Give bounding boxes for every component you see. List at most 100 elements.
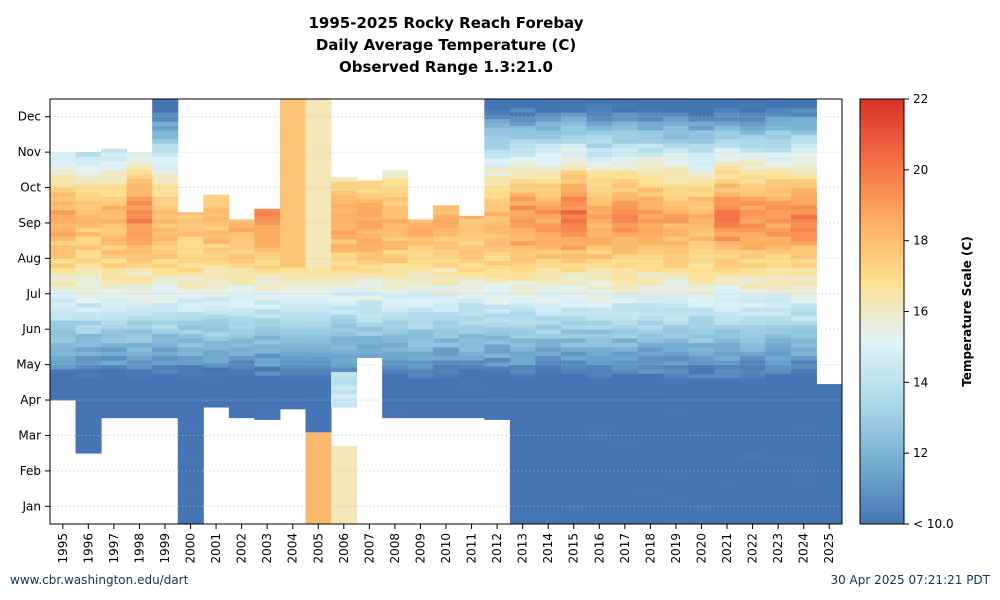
cell-1997 — [101, 311, 128, 317]
cell-2022 — [739, 276, 766, 281]
cell-1996 — [75, 178, 102, 184]
cell-2011 — [458, 231, 485, 237]
cell-2025 — [816, 444, 843, 450]
cell-2000 — [177, 342, 204, 348]
cell-2020 — [688, 107, 715, 113]
cell-2006 — [331, 345, 358, 350]
cell-2011 — [458, 320, 485, 326]
cell-2014 — [535, 360, 562, 366]
x-tick-label-1999: 1999 — [158, 533, 172, 564]
cell-2024 — [790, 501, 817, 507]
cell-2005 — [305, 303, 332, 309]
cell-2004 — [279, 156, 306, 162]
cell-2021 — [714, 470, 741, 476]
cell-2018 — [637, 435, 664, 441]
cell-2003 — [254, 229, 281, 234]
cell-2022 — [739, 262, 766, 268]
cell-2012 — [484, 295, 511, 301]
cell-2017 — [612, 280, 639, 286]
cell-2025 — [816, 462, 843, 467]
cell-2004 — [279, 134, 306, 140]
cell-2023 — [765, 515, 792, 520]
cell-2000 — [177, 276, 204, 281]
cell-2004 — [279, 346, 306, 352]
cell-2003 — [254, 361, 281, 367]
cell-2014 — [535, 298, 562, 304]
cell-2010 — [433, 302, 460, 308]
cell-1995 — [50, 236, 77, 242]
cell-1999 — [152, 267, 179, 273]
cell-2003 — [254, 317, 281, 323]
cell-2025 — [816, 501, 843, 507]
cell-2015 — [560, 227, 588, 233]
cell-2011 — [458, 377, 485, 383]
cell-2019 — [663, 422, 690, 428]
cell-2015 — [560, 253, 588, 259]
cell-2015 — [560, 236, 588, 242]
cell-2020 — [688, 395, 715, 401]
cell-2021 — [714, 501, 741, 507]
cell-2022 — [739, 382, 766, 388]
cell-2019 — [663, 369, 690, 374]
cell-2020 — [688, 338, 715, 343]
cell-2024 — [790, 408, 817, 414]
cell-2024 — [790, 214, 817, 219]
cell-2006 — [331, 340, 358, 346]
cell-2001 — [203, 327, 230, 333]
cell-2013 — [509, 488, 536, 494]
cell-2017 — [612, 302, 639, 308]
x-tick-label-2021: 2021 — [720, 533, 734, 564]
cell-1996 — [75, 355, 102, 361]
cell-2002 — [228, 302, 255, 308]
cell-2018 — [637, 320, 664, 326]
y-tick-label-Jun: Jun — [21, 322, 41, 336]
cell-2021 — [714, 187, 741, 193]
cell-2013 — [509, 116, 536, 122]
cell-2022 — [739, 284, 766, 290]
cell-2014 — [535, 373, 562, 379]
cell-2002 — [228, 276, 255, 281]
colorbar-tick-label-20: 20 — [913, 163, 928, 177]
cell-1999 — [152, 355, 179, 361]
cell-2008 — [382, 324, 409, 330]
cell-2004 — [279, 293, 306, 299]
cell-2013 — [509, 218, 536, 224]
cell-2021 — [714, 271, 741, 277]
cell-1999 — [152, 178, 179, 184]
cell-2021 — [714, 236, 741, 242]
cell-2007 — [356, 308, 383, 314]
cell-2014 — [535, 147, 562, 153]
cell-1997 — [101, 293, 128, 299]
cell-2022 — [739, 200, 766, 206]
cell-2021 — [714, 249, 741, 255]
cell-2015 — [560, 214, 588, 219]
cell-2018 — [637, 280, 664, 286]
cell-2010 — [433, 386, 460, 392]
cell-1999 — [152, 200, 179, 206]
cell-2019 — [663, 324, 690, 330]
cell-1999 — [152, 307, 179, 312]
cell-2017 — [612, 267, 639, 273]
cell-2014 — [535, 103, 562, 109]
cell-2024 — [790, 417, 817, 423]
cell-2014 — [535, 271, 562, 277]
cell-2018 — [637, 311, 664, 317]
cell-1995 — [50, 289, 77, 295]
cell-2023 — [765, 214, 792, 219]
cell-2016 — [586, 462, 613, 467]
footer-url[interactable]: www.cbr.washington.edu/dart — [10, 573, 189, 587]
cell-2004 — [279, 364, 306, 370]
cell-2004 — [279, 302, 306, 308]
cell-2020 — [688, 479, 715, 485]
cell-2022 — [739, 364, 766, 370]
cell-2011 — [458, 267, 485, 273]
cell-1995 — [50, 333, 77, 339]
cell-2010 — [433, 214, 460, 219]
cell-1995 — [50, 382, 77, 388]
cell-2007 — [356, 215, 383, 221]
cell-2004 — [279, 369, 306, 374]
cell-2023 — [765, 364, 792, 370]
cell-2003 — [254, 224, 281, 230]
cell-2003 — [254, 255, 281, 261]
cell-1996 — [75, 391, 102, 397]
